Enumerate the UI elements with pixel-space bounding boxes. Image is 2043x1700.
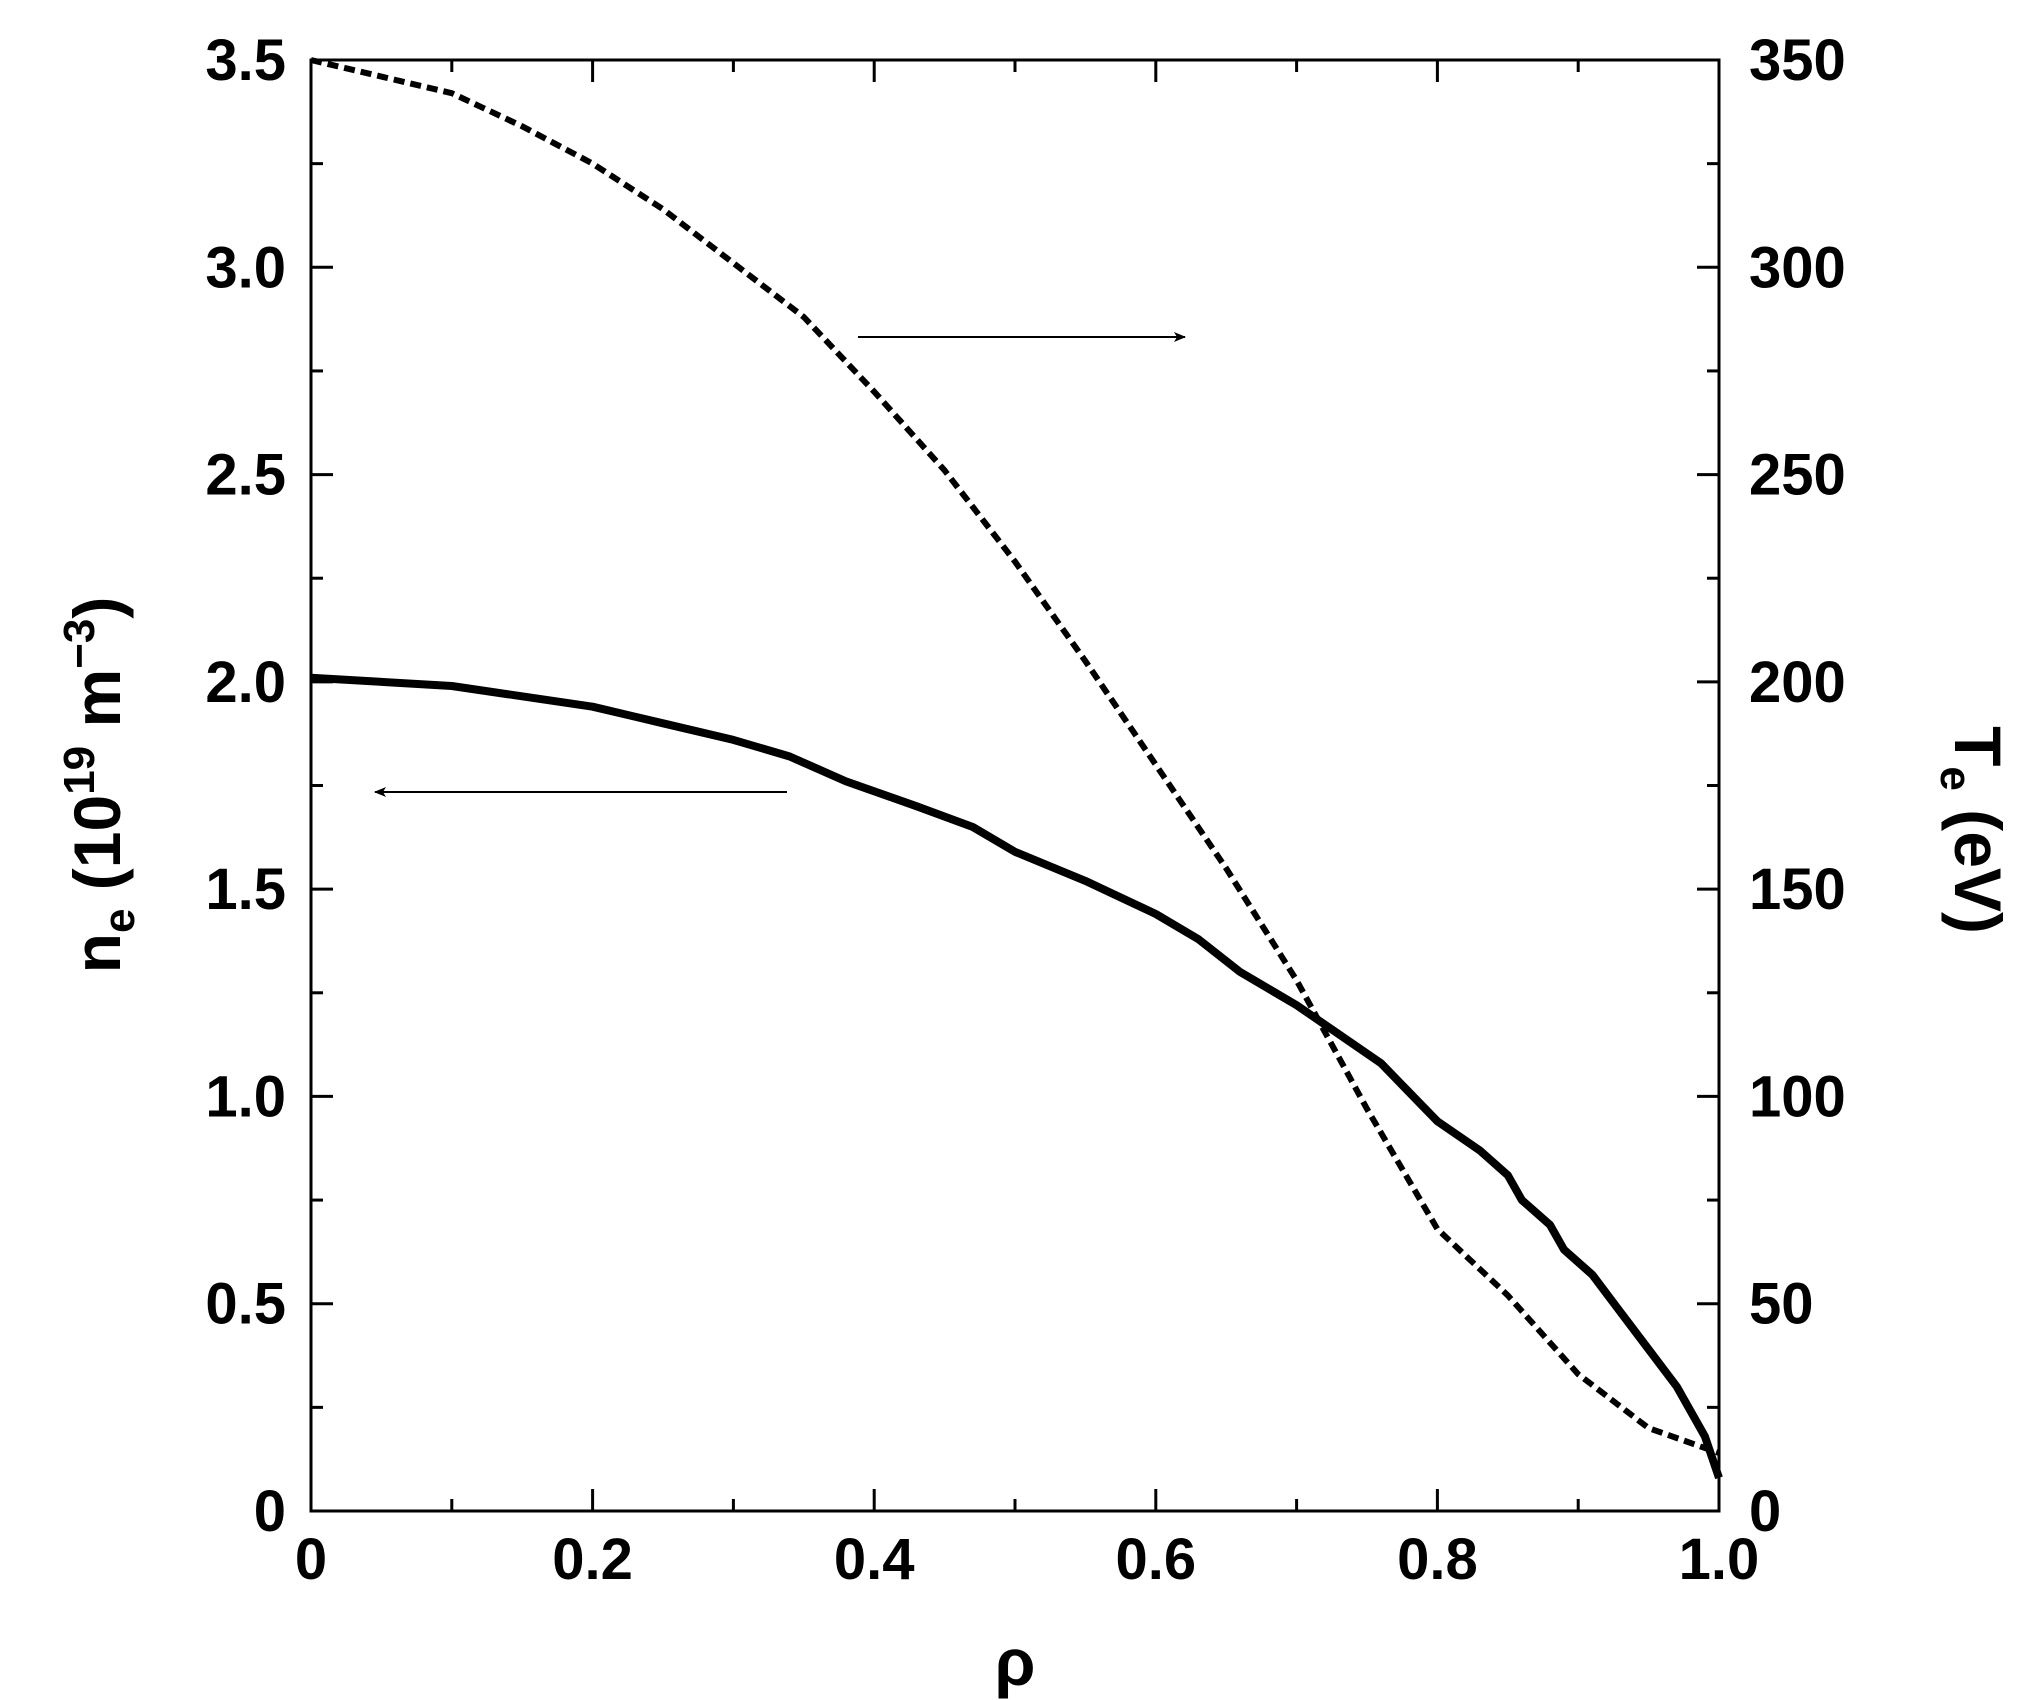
y-right-tick-label: 50 [1749, 1272, 1814, 1337]
y-left-tick-label: 0 [254, 1479, 286, 1544]
y-left-tick-label: 3.0 [205, 235, 286, 300]
annotation-arrows [374, 332, 1186, 797]
te-profile-line [310, 57, 1721, 1456]
y-right-title-base: T [1941, 726, 2015, 766]
y-left-tick-label: 1.0 [205, 1064, 286, 1129]
y-right-tick-label: 100 [1749, 1064, 1846, 1129]
y-left-tick-label: 1.5 [205, 857, 286, 922]
y-right-tick-label: 250 [1749, 443, 1846, 508]
y-right-tick-label: 200 [1749, 650, 1846, 715]
y-left-title-close: ) [60, 597, 134, 619]
x-axis-title: ρ [995, 1625, 1036, 1699]
y-left-tick-label: 2.0 [205, 650, 286, 715]
y-left-tick-label: 2.5 [205, 443, 286, 508]
y-right-title-sub: e [1931, 766, 1980, 790]
y-right-title-rest: (eV) [1941, 791, 2015, 934]
y-left-axis-title: ne (1019 m−3) [55, 597, 144, 974]
y-right-tick-label: 350 [1749, 28, 1846, 93]
x-tick-label: 0.4 [834, 1527, 915, 1592]
y-right-tick-label: 300 [1749, 235, 1846, 300]
x-tick-label: 0.6 [1115, 1527, 1196, 1592]
ne-profile-line [310, 673, 1723, 1480]
y-left-title-sub: e [95, 909, 144, 933]
y-left-title-mid: m [60, 669, 134, 746]
y-left-tick-label: 0.5 [205, 1272, 286, 1337]
x-tick-label: 0 [295, 1527, 327, 1592]
x-tick-label: 0.2 [552, 1527, 633, 1592]
y-left-title-base: n [60, 933, 134, 973]
series-layer [310, 57, 1723, 1480]
y-left-title-sup1: 19 [55, 746, 104, 795]
y-left-title-sup2: −3 [55, 619, 104, 669]
x-tick-label: 0.8 [1397, 1527, 1478, 1592]
axis-tick-labels: 0 0.2 0.4 0.6 0.8 1.000.51.01.52.02.53.03.505… [205, 28, 1845, 1592]
y-left-title-open: (10 [60, 795, 134, 909]
y-left-tick-label: 3.5 [205, 28, 286, 93]
x-tick-label: 1.0 [1679, 1527, 1760, 1592]
y-right-axis-title: Te (eV) [1931, 726, 2015, 934]
y-right-tick-label: 0 [1749, 1479, 1781, 1544]
y-right-tick-label: 150 [1749, 857, 1846, 922]
